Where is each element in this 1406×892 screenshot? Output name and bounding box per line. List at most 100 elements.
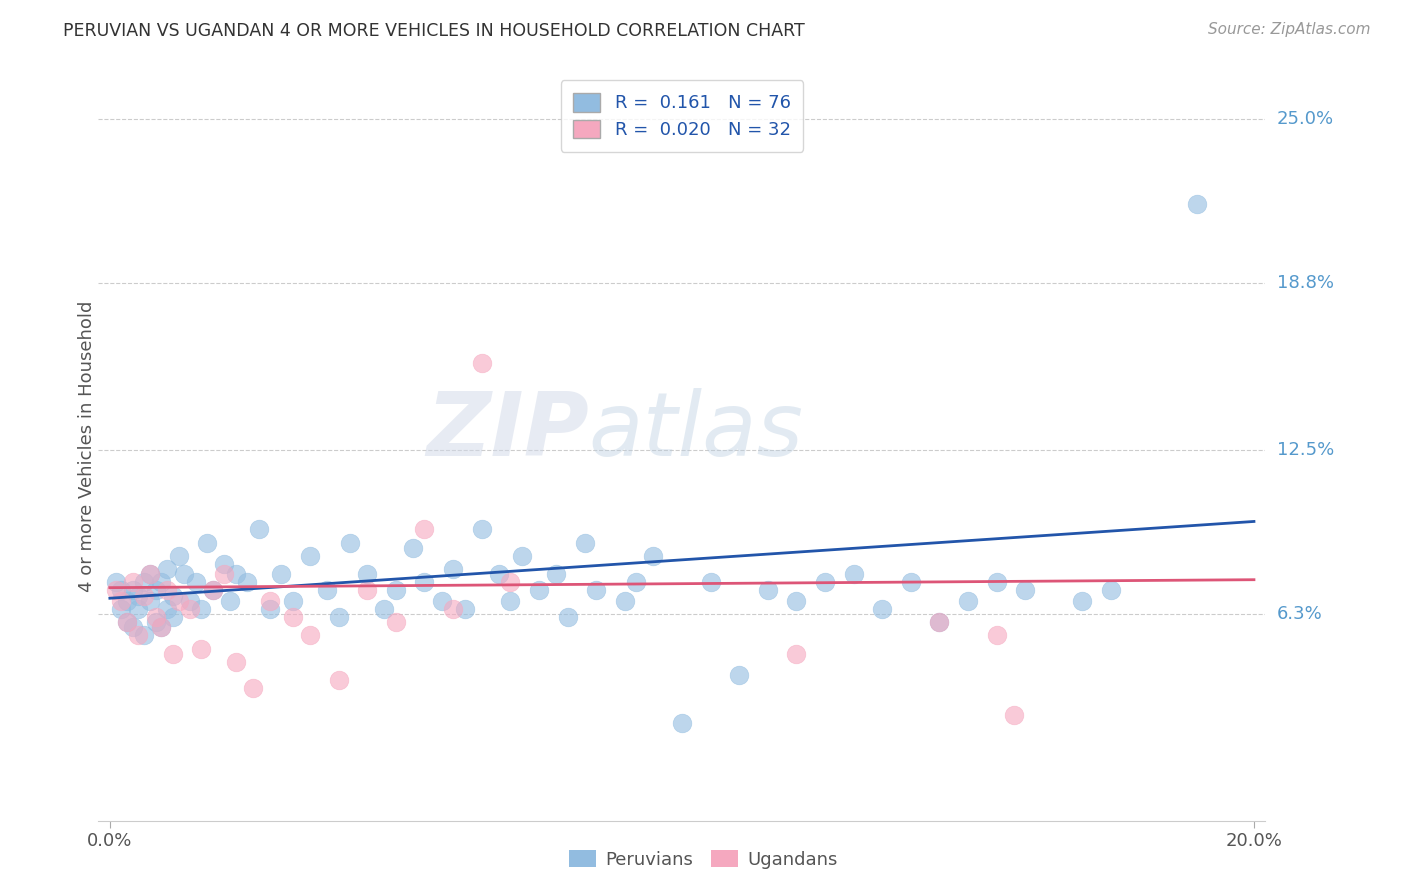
Point [488, 567, 510, 582]
Text: ZIP: ZIP [426, 387, 589, 475]
Point [127, 589, 149, 603]
Point [150, 620, 173, 634]
Point [115, 615, 138, 629]
Point [167, 594, 190, 608]
Point [544, 567, 567, 582]
Point [134, 575, 156, 590]
Point [110, 583, 132, 598]
Point [356, 583, 378, 598]
Point [453, 602, 475, 616]
Point [900, 575, 922, 590]
Text: 12.5%: 12.5% [1277, 441, 1334, 459]
Point [179, 602, 201, 616]
Point [190, 641, 212, 656]
Point [219, 594, 242, 608]
Point [179, 594, 201, 608]
Point [430, 594, 453, 608]
Text: Source: ZipAtlas.com: Source: ZipAtlas.com [1208, 22, 1371, 37]
Point [270, 567, 292, 582]
Point [1185, 196, 1208, 211]
Point [214, 557, 236, 571]
Point [785, 647, 807, 661]
Point [624, 575, 647, 590]
Point [814, 575, 837, 590]
Point [339, 535, 361, 549]
Point [167, 549, 190, 563]
Point [728, 668, 751, 682]
Point [104, 575, 127, 590]
Point [115, 594, 138, 608]
Point [1014, 583, 1036, 598]
Point [441, 562, 464, 576]
Point [328, 609, 350, 624]
Point [441, 602, 464, 616]
Point [1099, 583, 1122, 598]
Point [527, 583, 550, 598]
Point [585, 583, 607, 598]
Point [1071, 594, 1094, 608]
Point [986, 628, 1008, 642]
Text: 25.0%: 25.0% [1277, 110, 1334, 128]
Point [299, 628, 322, 642]
Point [150, 575, 173, 590]
Point [242, 681, 264, 696]
Point [402, 541, 425, 555]
Point [986, 575, 1008, 590]
Point [173, 567, 195, 582]
Point [574, 535, 596, 549]
Point [121, 575, 143, 590]
Point [842, 567, 865, 582]
Point [373, 602, 395, 616]
Point [145, 615, 167, 629]
Point [236, 575, 259, 590]
Point [281, 594, 304, 608]
Point [190, 602, 212, 616]
Point [156, 562, 179, 576]
Point [156, 583, 179, 598]
Point [643, 549, 665, 563]
Point [499, 594, 522, 608]
Point [201, 583, 224, 598]
Point [225, 567, 247, 582]
Point [671, 715, 693, 730]
Point [356, 567, 378, 582]
Legend: Peruvians, Ugandans: Peruvians, Ugandans [561, 843, 845, 876]
Point [162, 589, 184, 603]
Point [928, 615, 950, 629]
Point [870, 602, 893, 616]
Point [134, 589, 156, 603]
Point [413, 575, 436, 590]
Point [162, 609, 184, 624]
Point [110, 602, 132, 616]
Point [214, 567, 236, 582]
Point [785, 594, 807, 608]
Point [299, 549, 322, 563]
Point [201, 583, 224, 598]
Point [184, 575, 207, 590]
Point [510, 549, 533, 563]
Point [756, 583, 779, 598]
Point [145, 609, 167, 624]
Point [195, 535, 218, 549]
Point [247, 522, 270, 536]
Point [115, 615, 138, 629]
Point [139, 567, 162, 582]
Point [127, 602, 149, 616]
Point [121, 583, 143, 598]
Point [613, 594, 636, 608]
Point [259, 602, 281, 616]
Text: atlas: atlas [589, 388, 803, 474]
Text: PERUVIAN VS UGANDAN 4 OR MORE VEHICLES IN HOUSEHOLD CORRELATION CHART: PERUVIAN VS UGANDAN 4 OR MORE VEHICLES I… [63, 22, 806, 40]
Point [328, 673, 350, 688]
Point [121, 620, 143, 634]
Y-axis label: 4 or more Vehicles in Household: 4 or more Vehicles in Household [79, 301, 96, 591]
Point [110, 594, 132, 608]
Legend: R =  0.161   N = 76, R =  0.020   N = 32: R = 0.161 N = 76, R = 0.020 N = 32 [561, 80, 803, 152]
Point [150, 620, 173, 634]
Point [134, 628, 156, 642]
Text: 6.3%: 6.3% [1277, 605, 1322, 624]
Point [928, 615, 950, 629]
Point [156, 602, 179, 616]
Point [139, 594, 162, 608]
Point [1002, 707, 1025, 722]
